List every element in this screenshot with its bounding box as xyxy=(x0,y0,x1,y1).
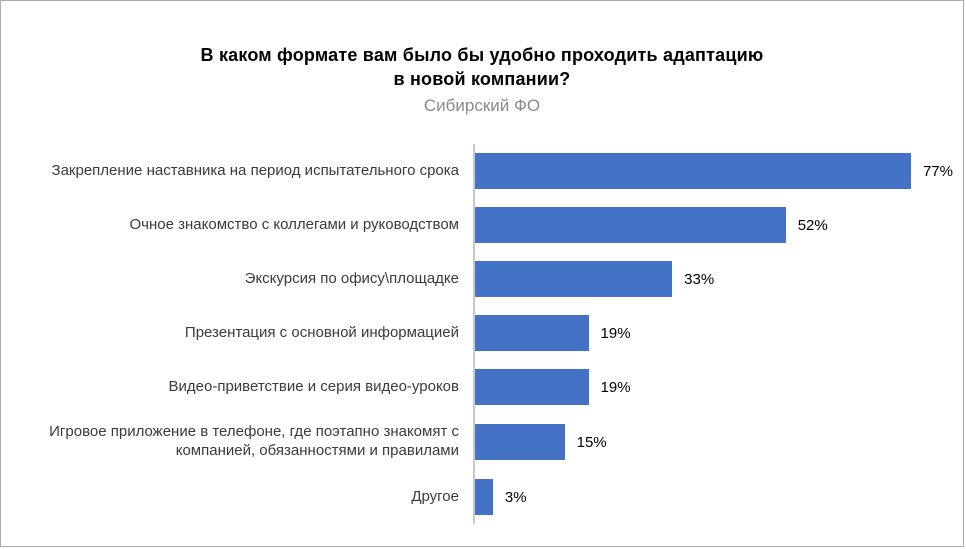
chart-row: Очное знакомство с коллегами и руководст… xyxy=(11,198,953,253)
value-label: 52% xyxy=(797,216,828,234)
value-label: 3% xyxy=(504,488,527,506)
value-label: 33% xyxy=(684,270,715,288)
chart-row: Экскурсия по офису\площадке 33% xyxy=(11,252,953,307)
plot-area: Закрепление наставника на период испытат… xyxy=(11,144,953,525)
chart-row: Закрепление наставника на период испытат… xyxy=(11,144,953,199)
chart-row: Другое 3% xyxy=(11,469,953,525)
value-label: 15% xyxy=(576,433,607,451)
bar xyxy=(475,315,589,352)
category-label: Видео-приветствие и серия видео-уроков xyxy=(168,377,459,395)
bar xyxy=(475,207,786,244)
bar xyxy=(475,369,589,406)
category-label: Очное знакомство с коллегами и руководст… xyxy=(129,215,459,233)
bar-track: 19% xyxy=(473,306,953,361)
chart-row: Видео-приветствие и серия видео-уроков 19… xyxy=(11,360,953,415)
bar-track: 3% xyxy=(473,469,953,525)
value-label: 19% xyxy=(600,378,631,396)
value-label: 19% xyxy=(600,324,631,342)
chart-row: Презентация с основной информацией 19% xyxy=(11,306,953,361)
category-label: Закрепление наставника на период испытат… xyxy=(51,161,459,179)
chart-title: В каком формате вам было бы удобно прохо… xyxy=(200,45,764,90)
chart-subtitle: Сибирский ФО xyxy=(423,95,541,115)
bar xyxy=(475,479,493,515)
bar xyxy=(475,153,911,190)
bar-track: 52% xyxy=(473,198,953,253)
bar xyxy=(475,261,673,298)
category-label: Другое xyxy=(411,487,459,505)
chart-row: Игровое приложение в телефоне, где поэта… xyxy=(11,414,953,470)
category-label: Презентация с основной информацией xyxy=(184,323,459,341)
category-label: Игровое приложение в телефоне, где поэта… xyxy=(49,423,459,460)
bar xyxy=(475,424,565,461)
bar-track: 33% xyxy=(473,252,953,307)
value-label: 77% xyxy=(922,162,953,180)
category-label: Экскурсия по офису\площадке xyxy=(244,269,459,287)
bar-track: 15% xyxy=(473,414,953,470)
bar-track: 77% xyxy=(473,144,953,199)
bar-track: 19% xyxy=(473,360,953,415)
